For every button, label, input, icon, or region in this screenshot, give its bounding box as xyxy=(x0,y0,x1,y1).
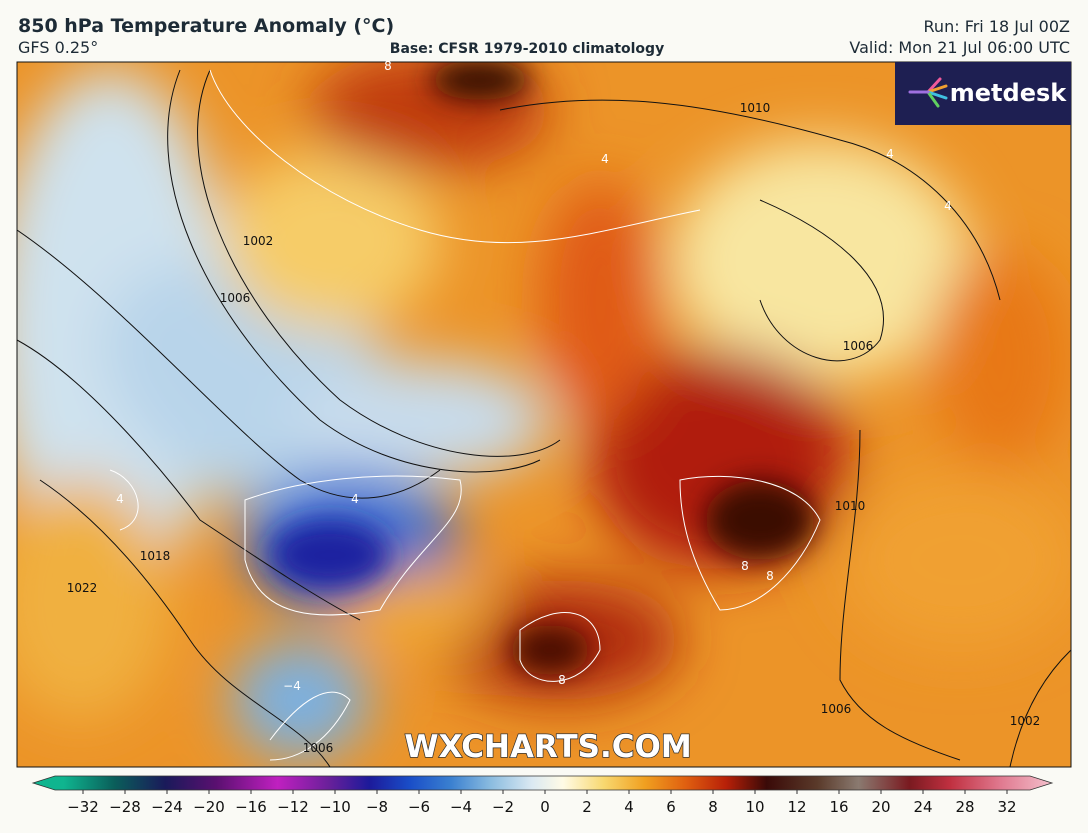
valid: Valid: Mon 21 Jul 06:00 UTC xyxy=(849,38,1070,57)
colorbar-label: −6 xyxy=(408,798,430,816)
contour-label: 1022 xyxy=(67,581,98,595)
contour-label: 4 xyxy=(601,152,609,166)
colorbar-label: 12 xyxy=(787,798,806,816)
colorbar-label: 32 xyxy=(997,798,1016,816)
watermark: WXCHARTS.COM xyxy=(404,729,691,765)
colorbar-label: −16 xyxy=(235,798,267,816)
colorbar-label: 8 xyxy=(708,798,718,816)
base: Base: CFSR 1979-2010 climatology xyxy=(390,41,664,57)
colorbar-label: 6 xyxy=(666,798,676,816)
contour-label: 8 xyxy=(766,569,774,583)
contour-label: 1010 xyxy=(740,101,771,115)
contour-label: 4 xyxy=(886,147,894,161)
colorbar-label: 10 xyxy=(745,798,764,816)
contour-label: 1006 xyxy=(843,339,874,353)
model: GFS 0.25° xyxy=(18,38,98,57)
contour-label: 1018 xyxy=(140,549,171,563)
contour-label: −4 xyxy=(283,679,301,693)
contour-label: 1006 xyxy=(821,702,852,716)
contour-label: 1002 xyxy=(1010,714,1041,728)
colorbar-label: 20 xyxy=(871,798,890,816)
map xyxy=(17,62,1071,767)
colorbar-label: 28 xyxy=(955,798,974,816)
logo: metdesk xyxy=(895,62,1071,125)
colorbar-label: 24 xyxy=(913,798,932,816)
colorbar-label: −24 xyxy=(151,798,183,816)
colorbar-label: −10 xyxy=(319,798,351,816)
contour-label: 1006 xyxy=(220,291,251,305)
colorbar-label: −28 xyxy=(109,798,141,816)
colorbar-label: −8 xyxy=(366,798,388,816)
colorbar-label: −32 xyxy=(67,798,99,816)
map-frame xyxy=(16,61,1072,768)
title: 850 hPa Temperature Anomaly (°C) xyxy=(18,15,394,37)
contour-label: 1002 xyxy=(243,234,274,248)
logo-text: metdesk xyxy=(950,79,1068,107)
run: Run: Fri 18 Jul 00Z xyxy=(924,17,1071,36)
contour-label: 8 xyxy=(741,559,749,573)
contour-label: 8 xyxy=(384,59,392,73)
colorbar-label: 0 xyxy=(540,798,550,816)
colorbar-label: −4 xyxy=(450,798,472,816)
contour-label: 8 xyxy=(558,673,566,687)
colorbar-label: −2 xyxy=(492,798,514,816)
contour-label: 4 xyxy=(351,492,359,506)
colorbar-label: −20 xyxy=(193,798,225,816)
contour-label: 1006 xyxy=(303,741,334,755)
colorbar-label: 16 xyxy=(829,798,848,816)
contour-label: 4 xyxy=(944,199,952,213)
colorbar-label: 4 xyxy=(624,798,634,816)
colorbar-label: 2 xyxy=(582,798,592,816)
contour-label: 4 xyxy=(116,492,124,506)
colorbar xyxy=(31,775,1054,791)
contour-label: 1010 xyxy=(835,499,866,513)
colorbar-label: −12 xyxy=(277,798,309,816)
